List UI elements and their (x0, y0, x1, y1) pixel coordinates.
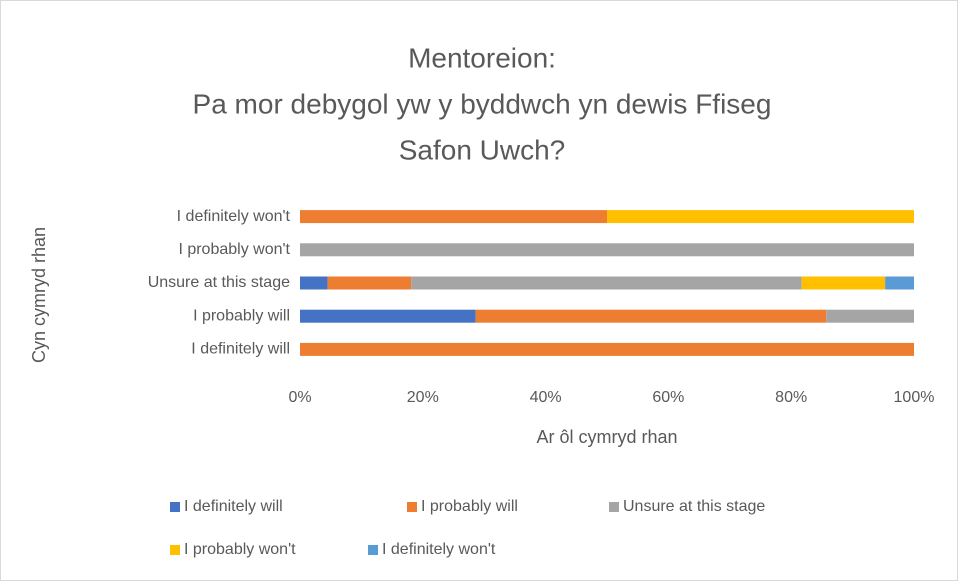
bar-segment (300, 210, 607, 224)
chart-title: Safon Uwch? (399, 134, 566, 165)
legend-label: Unsure at this stage (623, 498, 765, 515)
chart-title: Mentoreion: (408, 42, 556, 73)
legend-swatch (407, 502, 417, 512)
legend-swatch (170, 502, 180, 512)
bar-segment (300, 243, 914, 257)
bar-segment (826, 309, 914, 323)
x-axis-title: Ar ôl cymryd rhan (536, 427, 677, 447)
legend-label: I probably will (421, 498, 518, 515)
bar-segment (475, 309, 827, 323)
y-axis-title: Cyn cymryd rhan (29, 227, 49, 363)
y-tick-label: I probably will (193, 307, 290, 324)
legend-swatch (609, 502, 619, 512)
chart-title: Pa mor debygol yw y byddwch yn dewis Ffi… (193, 88, 772, 119)
bar-segment (885, 276, 914, 290)
y-tick-label: I definitely will (191, 341, 290, 358)
x-tick-label: 100% (894, 389, 935, 406)
legend-label: I definitely won't (382, 541, 496, 558)
x-tick-label: 40% (530, 389, 562, 406)
x-tick-label: 60% (652, 389, 684, 406)
y-tick-label: I definitely won't (177, 208, 291, 225)
legend-swatch (368, 545, 378, 555)
bar-segment (801, 276, 886, 290)
bar-segment (300, 276, 328, 290)
legend-label: I definitely will (184, 498, 283, 515)
bar-segment (327, 276, 412, 290)
bar-segment (300, 309, 476, 323)
x-tick-label: 20% (407, 389, 439, 406)
bar-segment (607, 210, 914, 224)
x-tick-label: 80% (775, 389, 807, 406)
legend-label: I probably won't (184, 541, 296, 558)
y-tick-label: Unsure at this stage (148, 274, 290, 291)
legend-swatch (170, 545, 180, 555)
y-tick-label: I probably won't (178, 241, 290, 258)
x-tick-label: 0% (288, 389, 311, 406)
bar-segment (411, 276, 802, 290)
bar-segment (300, 342, 914, 356)
